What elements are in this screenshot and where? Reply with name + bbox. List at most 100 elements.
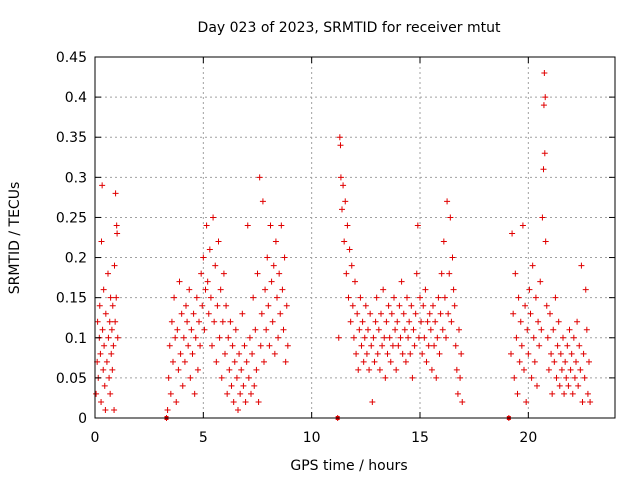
data-point xyxy=(553,374,560,381)
data-point xyxy=(346,246,353,253)
data-point xyxy=(368,342,375,349)
y-tick-label: 0.45 xyxy=(56,50,87,66)
data-point xyxy=(567,366,574,373)
data-point xyxy=(357,294,364,301)
data-point xyxy=(341,238,348,245)
data-point xyxy=(448,318,455,325)
data-point xyxy=(167,390,174,397)
data-point xyxy=(440,238,447,245)
data-point xyxy=(105,334,112,341)
data-point xyxy=(238,366,245,373)
y-tick-label: 0 xyxy=(78,411,87,427)
data-point xyxy=(166,342,173,349)
data-point xyxy=(544,334,551,341)
data-point xyxy=(435,294,442,301)
y-tick-label: 0.3 xyxy=(65,170,87,186)
data-point xyxy=(427,326,434,333)
data-point xyxy=(348,262,355,269)
data-point xyxy=(551,358,558,365)
x-tick-label: 5 xyxy=(199,430,208,446)
data-point xyxy=(191,390,198,397)
data-point xyxy=(270,262,277,269)
y-tick-label: 0.4 xyxy=(65,90,87,106)
data-point xyxy=(512,270,519,277)
data-point xyxy=(218,374,225,381)
data-point xyxy=(407,350,414,357)
data-point xyxy=(557,350,564,357)
data-point xyxy=(577,366,584,373)
data-point xyxy=(99,182,106,189)
data-point xyxy=(509,230,516,237)
data-point xyxy=(406,318,413,325)
data-point xyxy=(425,342,432,349)
data-point xyxy=(369,398,376,405)
data-point xyxy=(517,318,524,325)
data-point xyxy=(107,390,114,397)
data-point xyxy=(272,238,279,245)
data-point xyxy=(343,270,350,277)
data-point xyxy=(571,374,578,381)
data-point xyxy=(422,286,429,293)
data-point xyxy=(279,286,286,293)
data-point xyxy=(359,318,366,325)
data-point xyxy=(510,310,517,317)
data-point xyxy=(184,318,191,325)
data-point xyxy=(362,302,369,309)
data-point xyxy=(396,302,403,309)
data-point xyxy=(198,270,205,277)
data-point xyxy=(538,326,545,333)
data-point xyxy=(347,318,354,325)
data-point xyxy=(361,334,368,341)
data-point xyxy=(350,334,357,341)
data-point xyxy=(530,334,537,341)
data-point xyxy=(236,350,243,357)
data-point xyxy=(196,318,202,325)
data-point xyxy=(447,214,454,221)
x-axis-ticks: 0 5 10 15 20 xyxy=(91,57,537,446)
data-point xyxy=(180,334,187,341)
data-point xyxy=(536,342,543,349)
data-point xyxy=(581,374,588,381)
data-point xyxy=(566,326,573,333)
data-point xyxy=(445,310,452,317)
data-point xyxy=(375,326,382,333)
data-point xyxy=(399,350,406,357)
data-point xyxy=(101,342,108,349)
data-point xyxy=(584,390,591,397)
data-point xyxy=(181,358,188,365)
data-point xyxy=(436,350,443,357)
data-point xyxy=(356,326,363,333)
data-point xyxy=(245,374,252,381)
data-point xyxy=(111,262,118,269)
data-point xyxy=(109,302,116,309)
data-point xyxy=(366,366,373,373)
data-point xyxy=(564,342,571,349)
data-point xyxy=(521,366,527,373)
data-point xyxy=(358,342,365,349)
x-tick-label: 0 xyxy=(91,430,100,446)
data-point xyxy=(114,230,121,237)
data-point xyxy=(188,326,195,333)
data-point xyxy=(225,334,232,341)
data-point xyxy=(275,334,282,341)
x-tick-label: 15 xyxy=(411,430,429,446)
data-point xyxy=(552,294,559,301)
data-point xyxy=(102,406,109,413)
data-point xyxy=(385,302,392,309)
data-point xyxy=(174,326,181,333)
data-point xyxy=(241,342,248,349)
data-point xyxy=(255,398,262,405)
data-point xyxy=(187,374,194,381)
x-axis-label: GPS time / hours xyxy=(290,458,407,474)
data-point xyxy=(267,222,274,229)
data-point xyxy=(587,398,594,405)
data-point xyxy=(408,302,415,309)
data-point xyxy=(540,166,547,173)
data-point xyxy=(264,254,271,261)
data-point xyxy=(229,342,236,349)
data-point xyxy=(190,310,197,317)
data-point xyxy=(410,326,417,333)
data-point xyxy=(220,270,227,277)
data-point xyxy=(243,358,250,365)
y-tick-label: 0.1 xyxy=(65,331,87,347)
